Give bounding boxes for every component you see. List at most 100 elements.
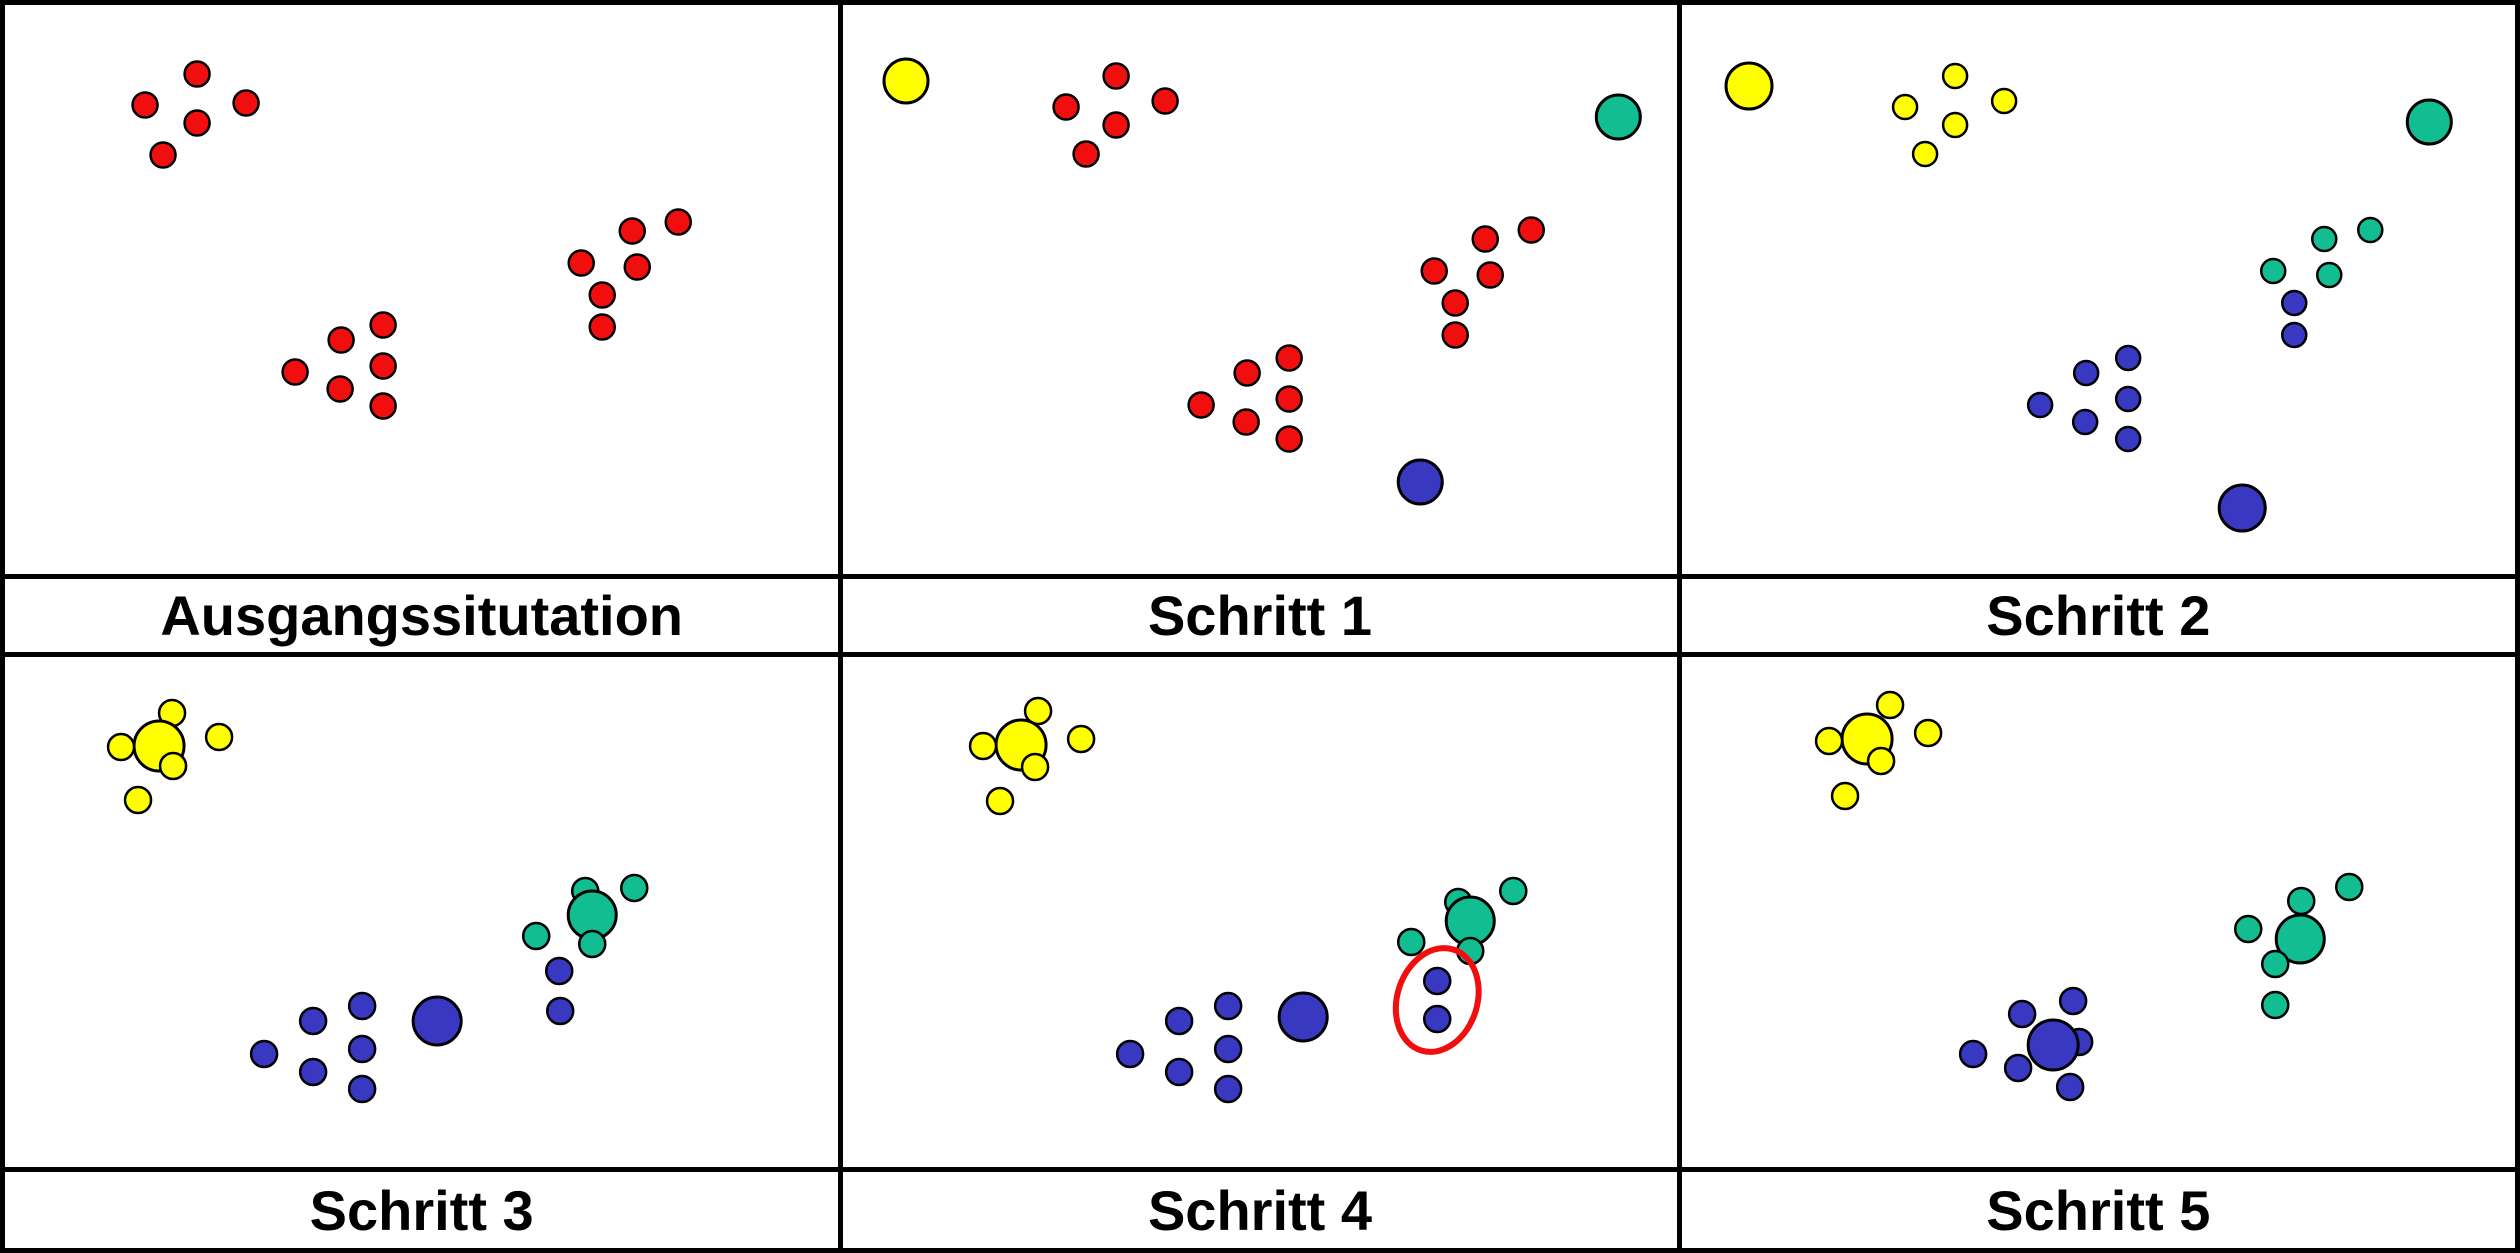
scatter-panel-ausgangssituation — [5, 5, 838, 574]
data-point-red — [281, 358, 309, 386]
data-point-red — [183, 60, 211, 88]
data-point-teal — [521, 921, 551, 951]
data-point-red — [1517, 216, 1546, 244]
centroid-marker-blue — [411, 995, 463, 1047]
data-point-blue — [545, 996, 575, 1026]
data-point-blue — [544, 956, 574, 986]
data-point-red — [1420, 257, 1449, 285]
data-point-yellow — [969, 731, 998, 761]
panel-caption: Schritt 1 — [843, 574, 1677, 652]
panel-caption: Ausgangssitutation — [5, 574, 839, 652]
data-point-yellow — [1830, 781, 1859, 811]
data-point-blue — [1214, 1034, 1243, 1064]
data-point-blue — [2072, 359, 2100, 387]
data-point-yellow — [158, 751, 188, 781]
data-point-yellow — [1024, 696, 1053, 726]
data-point-teal — [2233, 914, 2263, 944]
data-point-teal — [2315, 261, 2343, 289]
data-point-teal — [2334, 872, 2364, 902]
data-point-yellow — [106, 732, 136, 762]
scatter-panel-schritt-5 — [1682, 657, 2515, 1167]
data-point-red — [327, 326, 355, 354]
data-point-teal — [2286, 886, 2316, 916]
data-point-blue — [1423, 1004, 1452, 1034]
data-point-yellow — [986, 786, 1015, 816]
scatter-plot — [882, 57, 1643, 506]
panel-cell-schritt-4: Schritt 4 — [843, 657, 1677, 1248]
data-point-red — [149, 141, 177, 169]
data-point-teal — [2356, 216, 2384, 244]
data-point-blue — [2280, 289, 2308, 317]
data-point-red — [1187, 391, 1216, 419]
centroid-marker-teal — [2405, 98, 2453, 146]
data-point-blue — [2007, 999, 2037, 1029]
data-point-yellow — [1891, 93, 1918, 121]
data-point-blue — [2026, 391, 2054, 419]
data-point-blue — [1214, 991, 1243, 1021]
data-point-teal — [2260, 990, 2290, 1020]
data-point-red — [1052, 93, 1081, 121]
data-point-red — [1275, 344, 1304, 372]
data-point-red — [1275, 385, 1304, 413]
data-point-teal — [577, 929, 607, 959]
panel-cell-schritt-3: Schritt 3 — [5, 657, 839, 1248]
data-point-red — [183, 109, 211, 137]
scatter-panel-schritt-1 — [843, 5, 1676, 574]
scatter-panel-schritt-4 — [843, 657, 1676, 1167]
data-point-red — [1102, 111, 1131, 139]
scatter-panel-schritt-3 — [5, 657, 838, 1167]
data-point-teal — [2310, 225, 2338, 253]
data-point-blue — [347, 1074, 377, 1104]
data-point-yellow — [204, 722, 234, 752]
data-point-teal — [2260, 949, 2290, 979]
data-point-yellow — [1021, 752, 1050, 782]
data-point-blue — [2280, 321, 2308, 349]
data-point-blue — [298, 1057, 328, 1087]
data-point-yellow — [1941, 111, 1969, 139]
scatter-plot — [969, 696, 1528, 1104]
data-point-blue — [2003, 1053, 2033, 1083]
highlight-ellipse — [1393, 945, 1482, 1055]
panel-cell-schritt-1: Schritt 1 — [843, 5, 1677, 652]
data-point-red — [369, 392, 397, 420]
data-point-yellow — [1067, 724, 1096, 754]
data-point-red — [1471, 225, 1500, 253]
data-point-red — [1102, 62, 1131, 90]
data-point-blue — [1423, 966, 1452, 996]
data-point-red — [664, 208, 693, 236]
data-point-blue — [347, 1034, 377, 1064]
data-point-red — [588, 313, 616, 341]
data-point-red — [618, 217, 647, 245]
panel-caption: Schritt 2 — [1681, 574, 2515, 652]
data-point-red — [232, 89, 260, 117]
data-point-blue — [2055, 1072, 2085, 1102]
data-point-red — [1275, 425, 1304, 453]
data-point-yellow — [1814, 726, 1843, 756]
panel-caption: Schritt 4 — [843, 1167, 1677, 1248]
data-point-red — [567, 249, 595, 277]
centroid-marker-blue — [2026, 1018, 2080, 1072]
data-point-red — [1441, 321, 1470, 349]
scatter-panel-schritt-2 — [1682, 5, 2515, 574]
centroid-marker-blue — [1277, 991, 1330, 1043]
data-point-red — [131, 91, 159, 119]
data-point-yellow — [1866, 746, 1895, 776]
data-point-blue — [1958, 1039, 1988, 1069]
data-point-teal — [619, 873, 649, 903]
data-point-red — [1232, 408, 1261, 436]
data-point-blue — [2114, 344, 2142, 372]
panel-caption: Schritt 3 — [5, 1167, 839, 1248]
data-point-yellow — [1990, 87, 2018, 115]
scatter-plot — [106, 698, 649, 1104]
centroid-marker-teal — [2274, 913, 2326, 965]
data-point-blue — [347, 991, 377, 1021]
panel-cell-ausgangssituation: Ausgangssitutation — [5, 5, 839, 652]
data-point-red — [588, 281, 616, 309]
data-point-yellow — [1875, 690, 1904, 720]
data-point-red — [1233, 359, 1262, 387]
centroid-marker-blue — [1397, 458, 1445, 506]
data-point-yellow — [1941, 62, 1969, 90]
data-point-red — [369, 311, 397, 339]
panel-cell-schritt-2: Schritt 2 — [1681, 5, 2515, 652]
